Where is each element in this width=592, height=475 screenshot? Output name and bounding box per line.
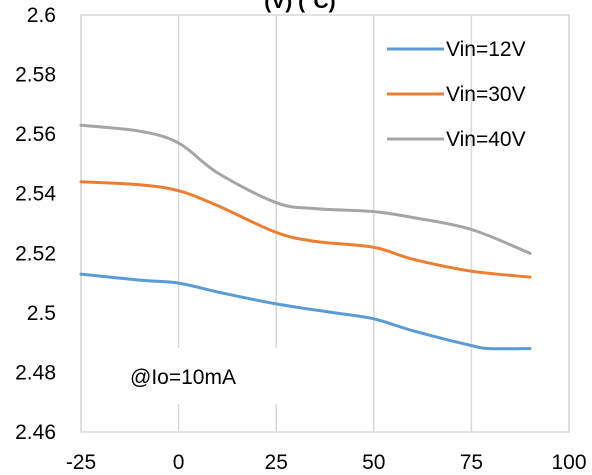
y-tick-label: 2.6 <box>27 4 56 27</box>
x-tick-label: -25 <box>66 451 96 474</box>
series-line-3 <box>79 123 532 255</box>
y-tick-label: 2.58 <box>15 64 56 87</box>
y-tick-label: 2.54 <box>15 183 56 206</box>
y-axis-tick-labels: 2.46 2.48 2.5 2.52 2.54 2.56 2.58 2.6 <box>15 4 56 444</box>
x-axis-tick-labels: -25 0 25 50 75 100 <box>66 451 587 474</box>
legend-label-2: Vin=30V <box>446 83 526 106</box>
series-line-2 <box>79 180 532 279</box>
annotation-text: @Io=10mA <box>130 366 236 389</box>
annotation-box <box>112 348 296 404</box>
legend: Vin=12V Vin=30V Vin=40V <box>387 38 526 151</box>
legend-label-3: Vin=40V <box>446 128 526 151</box>
x-tick-label: 100 <box>551 451 586 474</box>
x-tick-label: 50 <box>362 451 385 474</box>
chart-title: (V) (°C) <box>264 0 335 13</box>
y-tick-label: 2.56 <box>15 123 56 146</box>
x-tick-label: 25 <box>265 451 288 474</box>
y-tick-label: 2.52 <box>15 242 56 265</box>
y-tick-label: 2.46 <box>15 421 56 444</box>
plot-area-border <box>80 14 570 433</box>
series-line-1 <box>79 272 532 351</box>
legend-label-1: Vin=12V <box>446 38 526 61</box>
x-tick-label: 0 <box>173 451 185 474</box>
series-lines <box>79 123 532 351</box>
y-tick-label: 2.48 <box>15 361 56 384</box>
y-tick-label: 2.5 <box>27 302 56 325</box>
x-tick-label: 75 <box>460 451 483 474</box>
